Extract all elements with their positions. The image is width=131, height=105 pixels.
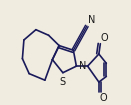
Text: S: S — [60, 77, 66, 87]
Text: N: N — [88, 15, 95, 25]
Text: O: O — [99, 93, 107, 103]
Text: O: O — [101, 33, 108, 43]
Text: N: N — [79, 61, 86, 71]
